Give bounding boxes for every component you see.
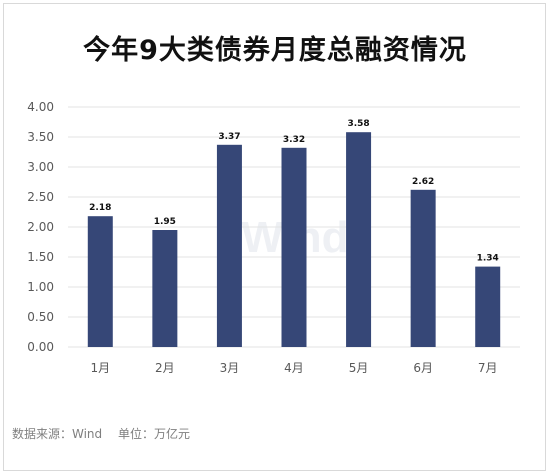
- data-source-text: 数据来源：Wind: [12, 427, 103, 441]
- bar: [410, 189, 436, 347]
- bar: [216, 144, 242, 347]
- x-tick-label: 6月: [413, 361, 433, 375]
- chart-source: 数据来源：Wind 单位：万亿元: [12, 425, 202, 442]
- y-tick-label: 2.50: [27, 190, 54, 204]
- y-tick-label: 0.50: [27, 310, 54, 324]
- bar-value-label: 1.95: [154, 217, 176, 227]
- bar-value-label: 3.37: [218, 132, 240, 142]
- x-axis-ticks: 1月 2月 3月 4月 5月 6月 7月: [90, 361, 497, 375]
- bar-value-label: 3.32: [283, 135, 305, 145]
- bar: [281, 147, 307, 347]
- x-tick-label: 1月: [90, 361, 110, 375]
- y-tick-label: 3.00: [27, 160, 54, 174]
- y-axis-ticks: 0.00 0.50 1.00 1.50 2.00 2.50 3.00 3.50 4.00: [27, 100, 54, 354]
- bar-value-label: 1.34: [477, 254, 499, 264]
- y-tick-label: 3.50: [27, 130, 54, 144]
- bar-value-label: 3.58: [347, 119, 369, 129]
- y-tick-label: 2.00: [27, 220, 54, 234]
- y-tick-label: 1.50: [27, 250, 54, 264]
- x-tick-label: 5月: [349, 361, 369, 375]
- y-tick-label: 0.00: [27, 340, 54, 354]
- bar-value-label: 2.18: [89, 203, 111, 213]
- x-tick-label: 3月: [220, 361, 240, 375]
- value-labels: 2.18 1.95 3.37 3.32 3.58 2.62 1.34: [89, 119, 499, 263]
- y-tick-label: 4.00: [27, 100, 54, 114]
- x-tick-label: 2月: [155, 361, 175, 375]
- bar: [346, 132, 372, 347]
- x-tick-label: 4月: [284, 361, 304, 375]
- chart-title: 今年9大类债券月度总融资情况: [83, 35, 467, 66]
- unit-text: 单位：万亿元: [118, 427, 191, 441]
- bar: [152, 230, 178, 347]
- bar: [475, 266, 501, 347]
- bars: [87, 132, 501, 347]
- bar-value-label: 2.62: [412, 177, 434, 187]
- y-tick-label: 1.00: [27, 280, 54, 294]
- x-tick-label: 7月: [478, 361, 498, 375]
- bar: [87, 216, 113, 347]
